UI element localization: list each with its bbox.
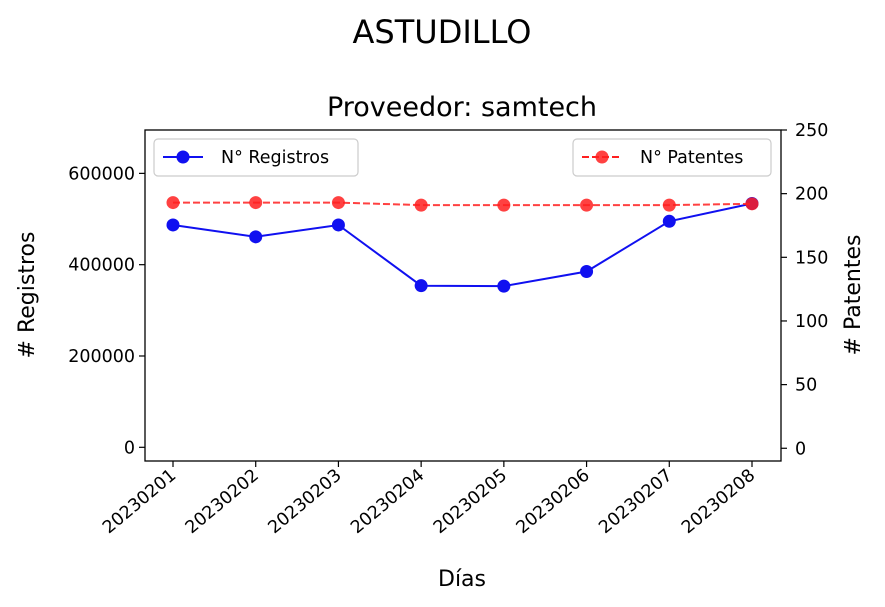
x-tick-label: 20230207: [595, 466, 676, 539]
x-tick-label: 20230201: [99, 466, 180, 539]
series-registros-point: [497, 279, 511, 293]
series-patentes-point: [497, 198, 511, 212]
right-y-axis: 0 50 100 150 200 250: [781, 121, 828, 459]
series-patentes-point: [166, 196, 180, 210]
y-left-tick-label: 600000: [68, 164, 135, 184]
x-tick-label: 20230203: [265, 466, 346, 539]
series-patentes-point: [580, 198, 594, 212]
series-patentes-point: [414, 198, 428, 212]
x-tick-label: 20230202: [182, 466, 263, 539]
series-patentes-point: [662, 198, 676, 212]
legend-registros: N° Registros: [153, 138, 359, 177]
chart-title: Proveedor: samtech: [327, 92, 597, 123]
legend-registros-marker: [176, 150, 190, 164]
y-left-tick-label: 400000: [68, 256, 135, 276]
series-patentes-point: [745, 197, 759, 211]
legend-patentes: N° Patentes: [572, 138, 772, 177]
x-tick-label: 20230206: [513, 466, 594, 539]
series-patentes-line: [173, 201, 753, 207]
plot-area: [144, 129, 782, 462]
y-right-tick-label: 200: [795, 185, 828, 205]
series-registros-point: [662, 214, 676, 228]
series-registros-point: [580, 265, 594, 279]
y-right-tick-label: 250: [795, 121, 828, 141]
series-patentes-point: [249, 196, 263, 210]
x-tick-label: 20230204: [347, 466, 428, 539]
y-axis-right-label: # Patentes: [841, 235, 866, 356]
figure-suptitle: ASTUDILLO: [353, 13, 532, 51]
x-axis: 20230201 20230202 20230203 20230204 20230205…: [99, 461, 759, 538]
left-y-axis: 0 200000 400000 600000: [68, 164, 145, 458]
legend-registros-label: N° Registros: [221, 148, 329, 168]
y-axis-left-label: # Registros: [15, 232, 40, 359]
series-registros-point: [249, 230, 263, 244]
series-registros-point: [331, 218, 345, 232]
x-tick-label: 20230205: [430, 466, 511, 539]
series-registros-point: [414, 279, 428, 293]
series-layer: [166, 196, 759, 293]
y-right-tick-label: 0: [795, 439, 806, 459]
x-axis-label: Días: [438, 567, 486, 592]
y-left-tick-label: 200000: [68, 347, 135, 367]
series-patentes-point: [331, 196, 345, 210]
x-tick-label: 20230208: [678, 466, 759, 539]
y-right-tick-label: 50: [795, 376, 817, 396]
y-right-tick-label: 150: [795, 248, 828, 268]
series-registros-point: [166, 218, 180, 232]
y-right-tick-label: 100: [795, 312, 828, 332]
y-left-tick-label: 0: [124, 438, 135, 458]
legend-patentes-marker: [595, 150, 609, 164]
legend-patentes-label: N° Patentes: [640, 148, 743, 168]
series-registros-line: [172, 202, 753, 288]
